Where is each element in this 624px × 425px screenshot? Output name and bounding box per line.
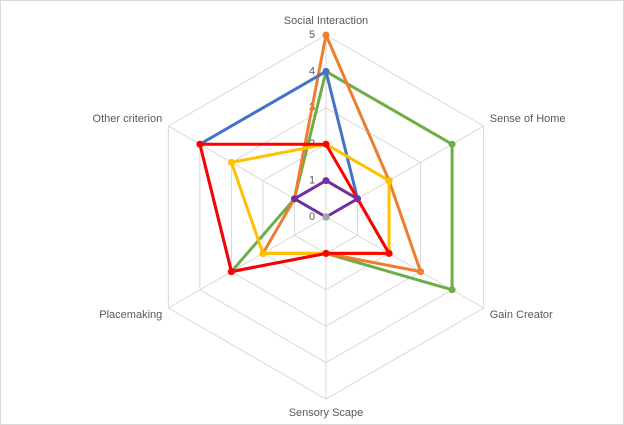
data-point <box>196 140 204 148</box>
data-point <box>322 140 330 148</box>
axis-label: Other criterion <box>93 113 163 125</box>
data-point <box>448 140 456 148</box>
data-point <box>448 286 456 294</box>
data-point <box>385 177 393 185</box>
axis-line <box>325 216 484 309</box>
axis-label: Sensory Scape <box>289 407 364 419</box>
data-point <box>259 249 267 257</box>
data-point <box>385 249 393 257</box>
axis-label: Sense of Home <box>490 113 566 125</box>
data-point <box>417 268 425 276</box>
r-tick-label: 0 <box>309 211 315 223</box>
data-point <box>354 195 362 203</box>
r-tick-label: 4 <box>309 65 315 77</box>
data-point <box>322 213 330 221</box>
r-tick-label: 1 <box>309 175 315 187</box>
axis-label: Gain Creator <box>490 309 553 321</box>
r-tick-label: 5 <box>309 29 315 41</box>
data-point <box>227 268 235 276</box>
data-point <box>290 195 298 203</box>
axis-label: Placemaking <box>99 309 162 321</box>
data-point <box>322 249 330 257</box>
data-point <box>322 31 330 39</box>
axis-label: Social Interaction <box>284 15 368 27</box>
axis-line <box>168 216 327 309</box>
data-point <box>322 177 330 185</box>
data-point <box>322 67 330 75</box>
data-point <box>227 158 235 166</box>
